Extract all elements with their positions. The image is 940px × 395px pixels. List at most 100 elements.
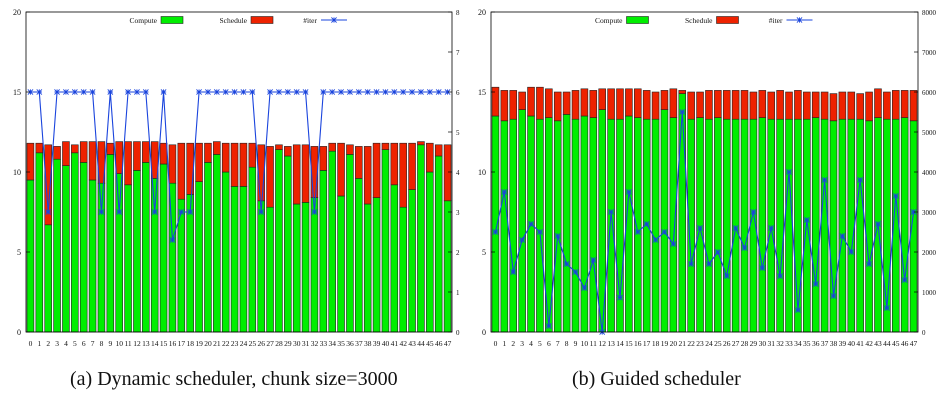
iter-point bbox=[293, 89, 300, 95]
iter-point bbox=[883, 305, 890, 311]
bar-schedule bbox=[372, 142, 381, 198]
iter-point bbox=[732, 225, 739, 231]
bar-schedule bbox=[239, 142, 248, 187]
iter-point bbox=[187, 209, 194, 215]
bar-compute bbox=[580, 115, 589, 333]
x-tick-label: 15 bbox=[625, 339, 633, 348]
bar-schedule bbox=[124, 141, 132, 186]
x-tick-label: 4 bbox=[529, 339, 533, 348]
bar-schedule bbox=[527, 86, 535, 117]
iter-point bbox=[670, 241, 677, 247]
bar-schedule bbox=[829, 93, 838, 122]
iter-point bbox=[240, 89, 247, 95]
bar-compute bbox=[865, 120, 873, 333]
bar-schedule bbox=[731, 90, 740, 120]
iter-point bbox=[284, 89, 291, 95]
iter-point bbox=[901, 277, 908, 283]
bar-schedule bbox=[257, 144, 265, 202]
x-tick-label: 8 bbox=[565, 339, 569, 348]
bar-compute bbox=[785, 118, 793, 333]
x-tick-label: 30 bbox=[293, 339, 301, 348]
iter-point bbox=[750, 209, 757, 215]
bar-compute bbox=[705, 118, 713, 333]
iter-point bbox=[382, 89, 389, 95]
bar-compute bbox=[500, 120, 509, 333]
iter-point bbox=[391, 89, 398, 95]
x-tick-label: 20 bbox=[670, 339, 678, 348]
bar-compute bbox=[115, 173, 123, 333]
bar-compute bbox=[44, 224, 52, 333]
bar-compute bbox=[491, 115, 500, 333]
iter-point bbox=[581, 285, 588, 291]
x-tick-label: 47 bbox=[910, 339, 918, 348]
x-tick-label: 7 bbox=[556, 339, 560, 348]
x-tick-label: 31 bbox=[302, 339, 310, 348]
iter-point bbox=[768, 225, 775, 231]
x-tick-label: 28 bbox=[741, 339, 749, 348]
bar-compute bbox=[900, 117, 909, 333]
legend-label-iter: #iter bbox=[769, 16, 783, 25]
bar-compute bbox=[159, 163, 168, 333]
iter-point bbox=[608, 209, 615, 215]
x-tick-label: 3 bbox=[55, 339, 59, 348]
x-tick-label: 34 bbox=[328, 339, 336, 348]
iter-point bbox=[910, 209, 917, 215]
x-tick-label: 5 bbox=[538, 339, 542, 348]
iter-point bbox=[519, 237, 526, 243]
bar-schedule bbox=[115, 141, 123, 174]
x-tick-label: 46 bbox=[901, 339, 909, 348]
bar-schedule bbox=[696, 91, 704, 118]
y2-tick-label: 2 bbox=[456, 249, 460, 257]
x-tick-label: 9 bbox=[108, 339, 112, 348]
bar-schedule bbox=[722, 90, 731, 120]
iter-point bbox=[572, 269, 579, 275]
caption-guided-scheduler: (b) Guided scheduler bbox=[572, 368, 741, 390]
iter-point bbox=[142, 89, 149, 95]
legend-label-schedule: Schedule bbox=[685, 16, 713, 25]
x-tick-label: 41 bbox=[856, 339, 864, 348]
x-tick-label: 3 bbox=[520, 339, 524, 348]
bar-schedule bbox=[536, 86, 544, 120]
bar-compute bbox=[794, 118, 802, 333]
y2-tick-label: 7000 bbox=[922, 49, 937, 57]
bar-compute bbox=[536, 118, 544, 333]
x-tick-label: 21 bbox=[213, 339, 221, 348]
x-tick-label: 25 bbox=[249, 339, 257, 348]
x-tick-label: 39 bbox=[373, 339, 381, 348]
bar-schedule bbox=[399, 142, 407, 208]
iter-point bbox=[510, 269, 517, 275]
legend-marker-iter bbox=[331, 17, 337, 23]
bar-schedule bbox=[545, 88, 553, 118]
bar-compute bbox=[328, 150, 336, 333]
x-tick-label: 35 bbox=[803, 339, 811, 348]
x-tick-label: 47 bbox=[444, 339, 452, 348]
iter-point bbox=[741, 245, 748, 251]
iter-point bbox=[528, 221, 534, 227]
x-tick-label: 27 bbox=[732, 339, 740, 348]
iter-point bbox=[151, 209, 158, 215]
legend-marker-iter bbox=[796, 17, 803, 23]
iter-point bbox=[492, 229, 499, 235]
x-tick-label: 27 bbox=[266, 339, 274, 348]
bar-schedule bbox=[803, 91, 811, 120]
bar-compute bbox=[426, 171, 434, 333]
iter-point bbox=[435, 89, 442, 95]
bar-compute bbox=[195, 181, 203, 333]
iter-point bbox=[169, 237, 176, 243]
x-tick-label: 21 bbox=[679, 339, 687, 348]
x-tick-label: 33 bbox=[785, 339, 793, 348]
bar-schedule bbox=[186, 142, 194, 195]
y2-tick-label: 8 bbox=[456, 9, 460, 17]
x-tick-label: 0 bbox=[29, 339, 33, 348]
legend-label-compute: Compute bbox=[130, 16, 158, 25]
legend-swatch-compute bbox=[160, 16, 184, 24]
y2-tick-label: 1000 bbox=[922, 289, 937, 297]
iter-point bbox=[258, 209, 265, 215]
bar-compute bbox=[847, 118, 856, 333]
legend-label-compute: Compute bbox=[595, 16, 623, 25]
bar-schedule bbox=[678, 90, 687, 94]
bar-schedule bbox=[337, 142, 345, 197]
y-tick-label: 0 bbox=[17, 328, 21, 337]
x-tick-label: 24 bbox=[705, 339, 713, 348]
bar-schedule bbox=[213, 141, 221, 155]
